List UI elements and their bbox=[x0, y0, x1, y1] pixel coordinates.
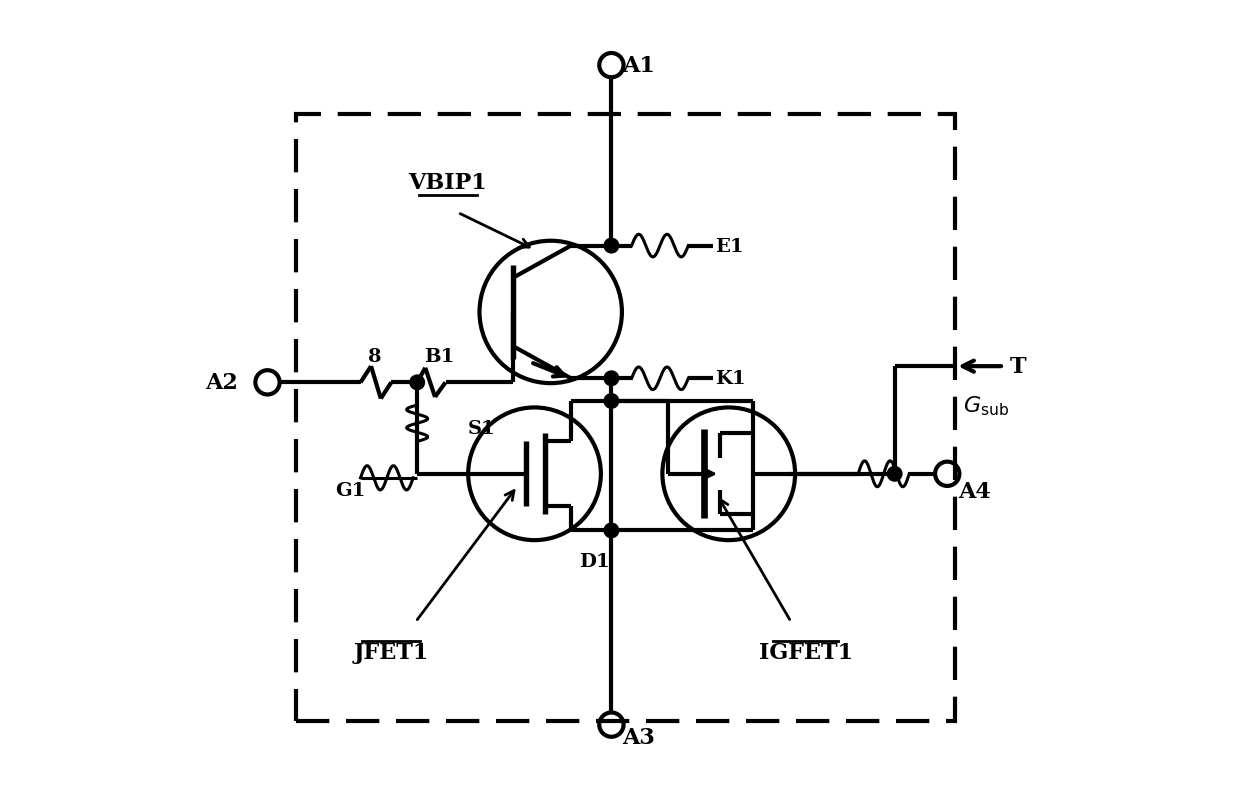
Bar bbox=[296, 114, 955, 721]
Text: S1: S1 bbox=[467, 420, 496, 438]
Circle shape bbox=[887, 467, 902, 482]
Text: A1: A1 bbox=[622, 55, 654, 77]
Text: B1: B1 bbox=[424, 347, 453, 365]
Text: K1: K1 bbox=[715, 370, 746, 388]
Text: A2: A2 bbox=[204, 372, 238, 394]
Circle shape bbox=[605, 371, 618, 386]
Text: A4: A4 bbox=[958, 481, 990, 503]
Text: A3: A3 bbox=[622, 726, 654, 748]
Text: D1: D1 bbox=[579, 552, 610, 571]
Circle shape bbox=[410, 375, 425, 390]
Text: E1: E1 bbox=[715, 238, 743, 255]
Text: $G_{\rm sub}$: $G_{\rm sub}$ bbox=[963, 393, 1009, 418]
Text: G1: G1 bbox=[335, 482, 366, 500]
Circle shape bbox=[605, 239, 618, 254]
Text: JFET1: JFET1 bbox=[353, 642, 429, 663]
Text: T: T bbox=[1010, 356, 1026, 378]
Circle shape bbox=[605, 394, 618, 409]
Circle shape bbox=[605, 524, 618, 538]
Text: VBIP1: VBIP1 bbox=[409, 172, 487, 194]
Text: 8: 8 bbox=[368, 347, 382, 365]
Text: IGFET1: IGFET1 bbox=[758, 642, 852, 663]
